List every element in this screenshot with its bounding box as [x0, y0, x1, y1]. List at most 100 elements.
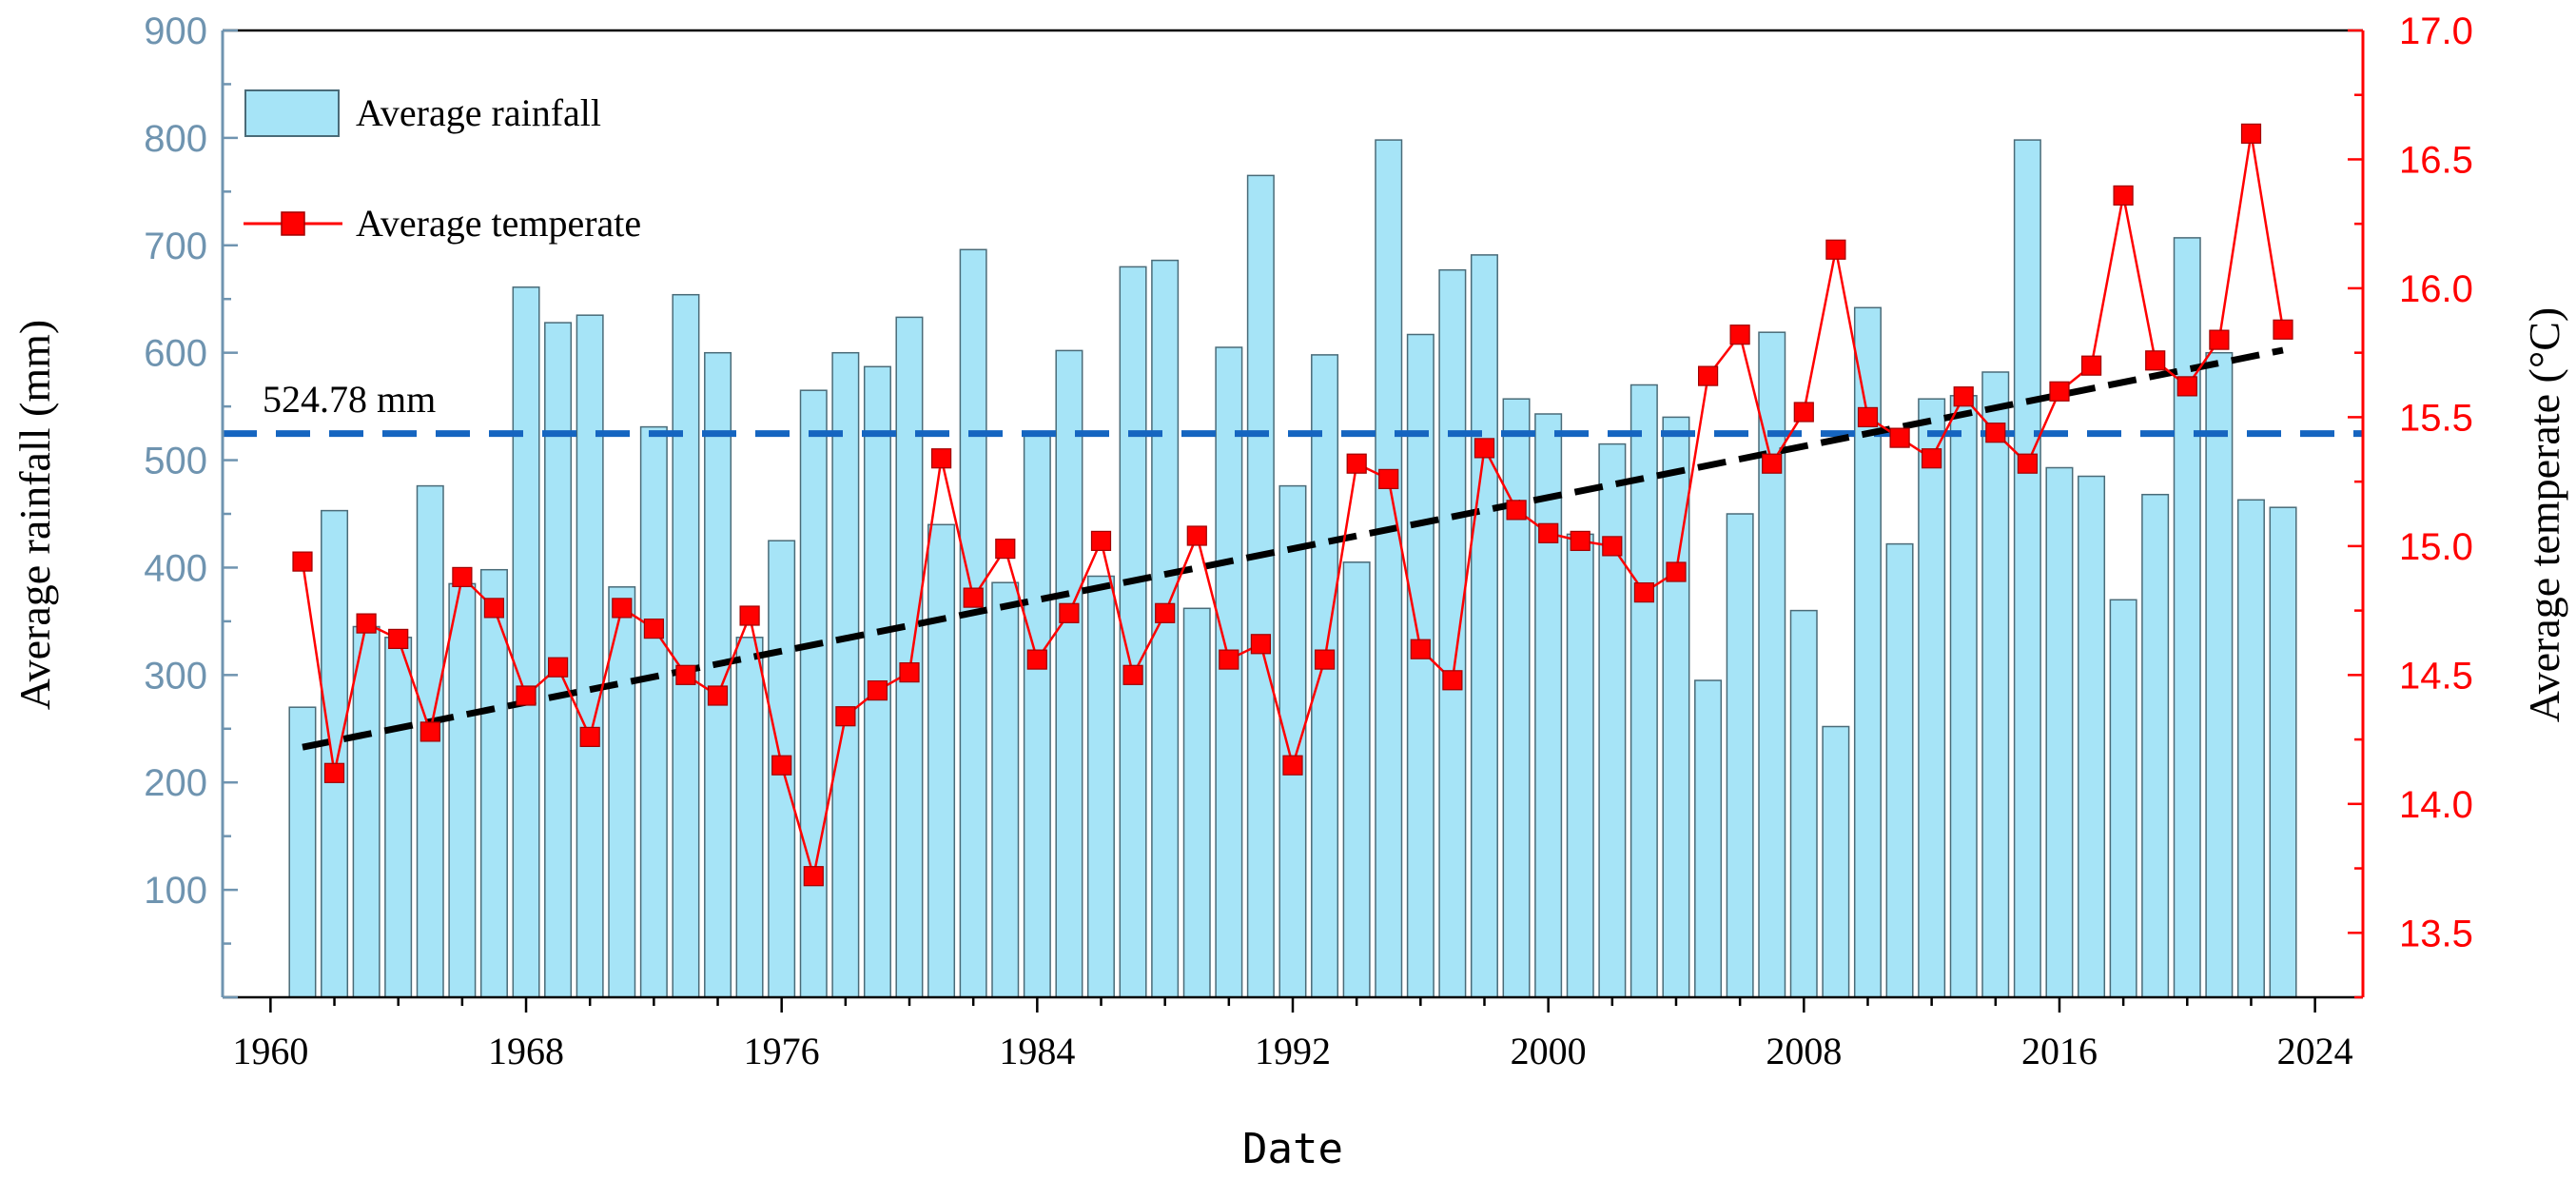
- rainfall-bar-1990: [1215, 346, 1243, 998]
- temperature-point-2010: [1857, 406, 1879, 427]
- temperature-point-1994: [1346, 453, 1367, 474]
- rainfall-bar-2009: [1822, 725, 1850, 998]
- y-tick-label: 300: [144, 655, 207, 697]
- rainfall-bar-2016: [2045, 466, 2074, 998]
- temperature-point-2007: [1762, 453, 1783, 474]
- y2-tick-label: 17.0: [2399, 10, 2473, 52]
- rainfall-bar-1980: [895, 316, 924, 998]
- y-axis-title: Average rainfall (mm): [10, 320, 59, 710]
- rainfall-bar-1986: [1086, 575, 1115, 998]
- rainfall-bar-2002: [1598, 442, 1627, 998]
- rainfall-bar-1978: [831, 351, 860, 998]
- rainfall-bar-2001: [1566, 533, 1594, 998]
- temperature-point-1997: [1442, 670, 1463, 691]
- y2-tick-label: 15.5: [2399, 397, 2473, 439]
- temperature-point-2014: [1985, 423, 2006, 443]
- y2-axis-title: Average temperate (°C): [2520, 307, 2568, 722]
- temperature-point-2023: [2273, 319, 2293, 340]
- x-axis-title: Date: [1242, 1125, 1343, 1173]
- legend-swatch-rainfall: [244, 89, 340, 137]
- y-tick-label: 700: [144, 226, 207, 267]
- rainfall-bar-2015: [2013, 139, 2041, 998]
- temperature-point-1961: [292, 551, 313, 572]
- rainfall-bar-1970: [576, 314, 604, 998]
- temperature-point-1996: [1410, 639, 1431, 659]
- rainfall-bar-2022: [2236, 499, 2265, 998]
- mean-rainfall-label: 524.78 mm: [263, 378, 436, 421]
- rainfall-bar-2011: [1885, 542, 1914, 998]
- temperature-point-1972: [643, 618, 665, 639]
- temperature-point-2013: [1953, 386, 1974, 407]
- rainfall-bar-1999: [1502, 398, 1531, 998]
- temperature-point-1967: [483, 598, 504, 619]
- rainfall-bar-2000: [1534, 413, 1563, 998]
- temperature-point-2017: [2081, 355, 2102, 376]
- legend: Average rainfall Average temperate: [244, 89, 641, 245]
- rainfall-bar-2008: [1789, 609, 1818, 998]
- y2-tick-label: 16.0: [2399, 268, 2473, 310]
- temperature-point-1975: [739, 605, 760, 626]
- rainfall-bar-2013: [1949, 395, 1978, 998]
- temperature-point-1968: [516, 685, 537, 706]
- x-tick-label: 2008: [1766, 1030, 1842, 1072]
- rainfall-bar-1964: [384, 637, 413, 998]
- temperature-point-2022: [2240, 123, 2262, 144]
- temperature-point-1973: [675, 664, 696, 685]
- x-tick-label: 2024: [2277, 1030, 2353, 1072]
- rainfall-bar-1992: [1278, 484, 1307, 998]
- rainfall-bars: [288, 139, 2297, 998]
- temperature-point-1969: [547, 657, 569, 678]
- rainfall-bar-1996: [1406, 333, 1434, 998]
- rainfall-bar-1994: [1342, 561, 1371, 998]
- rainfall-bar-1973: [672, 293, 700, 998]
- temperature-point-2016: [2049, 381, 2070, 402]
- temperature-point-2020: [2176, 376, 2197, 397]
- rainfall-bar-1987: [1119, 266, 1147, 998]
- rainfall-bar-1967: [479, 568, 508, 998]
- y2-tick-label: 15.0: [2399, 526, 2473, 568]
- rainfall-bar-1971: [608, 586, 636, 998]
- temperature-point-2018: [2113, 185, 2134, 206]
- rainfall-bar-2003: [1630, 384, 1658, 998]
- temperature-point-1983: [995, 538, 1016, 560]
- temperature-point-2004: [1666, 561, 1687, 582]
- rainfall-bar-1963: [352, 625, 381, 998]
- temperature-point-2021: [2209, 329, 2230, 350]
- rainfall-bar-1993: [1311, 354, 1339, 998]
- legend-swatch-temperature-marker: [281, 211, 305, 236]
- rainfall-bar-2004: [1662, 416, 1690, 998]
- temperature-point-1979: [867, 679, 888, 701]
- rainfall-bar-2006: [1726, 513, 1754, 998]
- temperature-point-1986: [1090, 530, 1112, 552]
- temperature-point-1988: [1155, 602, 1176, 623]
- y-tick-label: 800: [144, 118, 207, 160]
- rainfall-bar-1977: [799, 389, 828, 998]
- rainfall-bar-2012: [1918, 398, 1946, 998]
- rainfall-bar-1972: [639, 425, 668, 998]
- rainfall-bar-1966: [448, 582, 477, 998]
- temperature-point-1974: [707, 685, 729, 706]
- temperature-point-1984: [1026, 649, 1047, 670]
- rainfall-bar-1998: [1470, 254, 1498, 998]
- temperature-point-1990: [1219, 649, 1239, 670]
- y-tick-label: 900: [144, 10, 207, 52]
- y2-tick-label: 13.5: [2399, 913, 2473, 954]
- rainfall-bar-2023: [2269, 506, 2297, 998]
- rainfall-bar-1968: [512, 286, 540, 998]
- temperature-point-1985: [1059, 602, 1080, 623]
- y-tick-label: 400: [144, 547, 207, 589]
- temperature-point-1978: [835, 706, 856, 727]
- temperature-point-2012: [1921, 448, 1942, 469]
- x-tick-label: 1984: [999, 1030, 1075, 1072]
- temperature-point-2000: [1538, 522, 1559, 543]
- temperature-point-2003: [1633, 581, 1655, 603]
- temperature-point-1998: [1473, 438, 1495, 459]
- x-tick-label: 1976: [744, 1030, 820, 1072]
- rainfall-bar-1961: [288, 706, 317, 998]
- rainfall-bar-2020: [2173, 237, 2201, 998]
- x-tick-label: 2000: [1511, 1030, 1587, 1072]
- temperature-series: [292, 123, 2293, 887]
- y-tick-label: 600: [144, 333, 207, 375]
- temperature-point-1989: [1186, 525, 1207, 546]
- rainfall-bar-1991: [1246, 174, 1275, 998]
